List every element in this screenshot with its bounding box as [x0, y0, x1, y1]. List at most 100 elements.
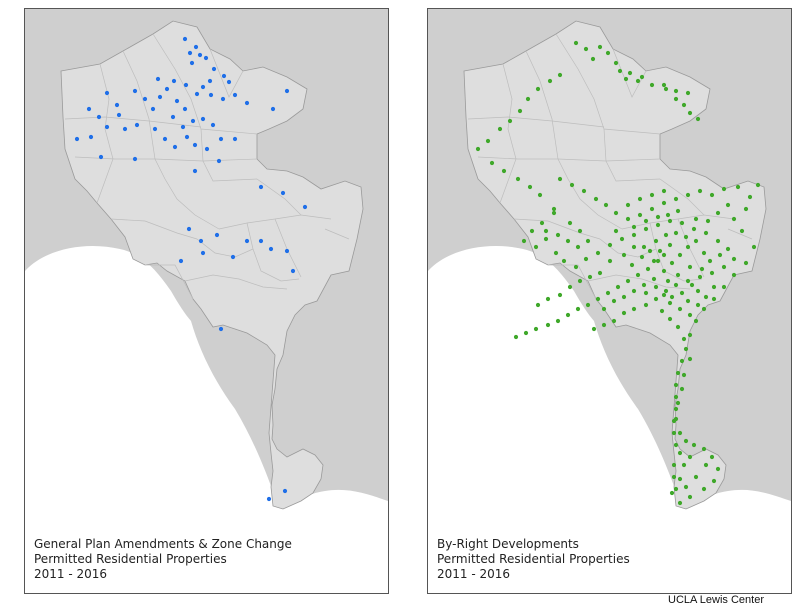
- property-point: [639, 74, 645, 80]
- district-line: [603, 128, 661, 182]
- property-point: [200, 116, 206, 122]
- property-point: [593, 196, 599, 202]
- property-point: [665, 212, 671, 218]
- property-point: [687, 332, 693, 338]
- property-point: [695, 288, 701, 294]
- property-point: [551, 206, 557, 212]
- property-point: [557, 72, 563, 78]
- property-point: [661, 82, 667, 88]
- property-point: [681, 102, 687, 108]
- property-point: [555, 318, 561, 324]
- property-point: [569, 182, 575, 188]
- property-point: [207, 78, 213, 84]
- property-point: [189, 60, 195, 66]
- property-point: [573, 40, 579, 46]
- property-point: [661, 292, 667, 298]
- point-layer: [475, 40, 761, 506]
- property-point: [142, 96, 148, 102]
- property-point: [707, 258, 713, 264]
- property-point: [190, 118, 196, 124]
- property-point: [629, 262, 635, 268]
- property-point: [655, 258, 661, 264]
- property-point: [677, 430, 683, 436]
- property-point: [152, 126, 158, 132]
- property-point: [701, 250, 707, 256]
- property-point: [679, 386, 685, 392]
- property-point: [575, 306, 581, 312]
- property-point: [523, 330, 529, 336]
- property-point: [595, 250, 601, 256]
- property-point: [587, 274, 593, 280]
- property-point: [667, 300, 673, 306]
- property-point: [743, 260, 749, 266]
- property-point: [581, 188, 587, 194]
- district-line: [659, 178, 705, 216]
- property-point: [545, 296, 551, 302]
- property-point: [701, 306, 707, 312]
- property-point: [685, 244, 691, 250]
- property-point: [621, 294, 627, 300]
- property-point: [721, 284, 727, 290]
- property-point: [653, 296, 659, 302]
- property-point: [515, 176, 521, 182]
- property-point: [573, 264, 579, 270]
- property-point: [703, 294, 709, 300]
- property-point: [677, 306, 683, 312]
- district-line: [145, 264, 194, 300]
- map-svg: [25, 20, 388, 593]
- property-point: [679, 290, 685, 296]
- property-point: [661, 268, 667, 274]
- property-point: [497, 126, 503, 132]
- property-point: [170, 114, 176, 120]
- property-point: [715, 466, 721, 472]
- map-caption: By-Right Developments Permitted Resident…: [437, 537, 630, 582]
- property-point: [266, 496, 272, 502]
- property-point: [657, 248, 663, 254]
- property-point: [661, 200, 667, 206]
- property-point: [649, 192, 655, 198]
- property-point: [647, 248, 653, 254]
- property-point: [669, 260, 675, 266]
- property-point: [643, 218, 649, 224]
- property-point: [755, 182, 761, 188]
- property-point: [715, 210, 721, 216]
- district-line: [567, 178, 623, 230]
- property-point: [183, 82, 189, 88]
- property-point: [667, 242, 673, 248]
- property-point: [162, 136, 168, 142]
- property-point: [591, 326, 597, 332]
- caption-subtitle: Permitted Residential Properties: [34, 552, 227, 566]
- property-point: [689, 282, 695, 288]
- property-point: [709, 454, 715, 460]
- property-point: [611, 298, 617, 304]
- property-point: [687, 494, 693, 500]
- property-point: [114, 102, 120, 108]
- city-boundary: [60, 20, 364, 510]
- property-point: [703, 462, 709, 468]
- property-point: [182, 36, 188, 42]
- property-point: [711, 284, 717, 290]
- district-line: [555, 33, 661, 135]
- property-point: [174, 98, 180, 104]
- property-point: [585, 238, 591, 244]
- property-point: [631, 244, 637, 250]
- property-point: [685, 192, 691, 198]
- property-point: [655, 214, 661, 220]
- property-point: [575, 244, 581, 250]
- property-point: [258, 184, 264, 190]
- property-point: [613, 210, 619, 216]
- property-point: [577, 278, 583, 284]
- property-point: [603, 202, 609, 208]
- property-point: [639, 254, 645, 260]
- property-point: [725, 202, 731, 208]
- district-line: [467, 116, 605, 128]
- property-point: [96, 114, 102, 120]
- property-point: [643, 290, 649, 296]
- property-point: [204, 146, 210, 152]
- property-point: [244, 238, 250, 244]
- ocean: [25, 245, 388, 593]
- property-point: [521, 238, 527, 244]
- property-point: [171, 78, 177, 84]
- property-point: [197, 52, 203, 58]
- ocean: [428, 245, 791, 593]
